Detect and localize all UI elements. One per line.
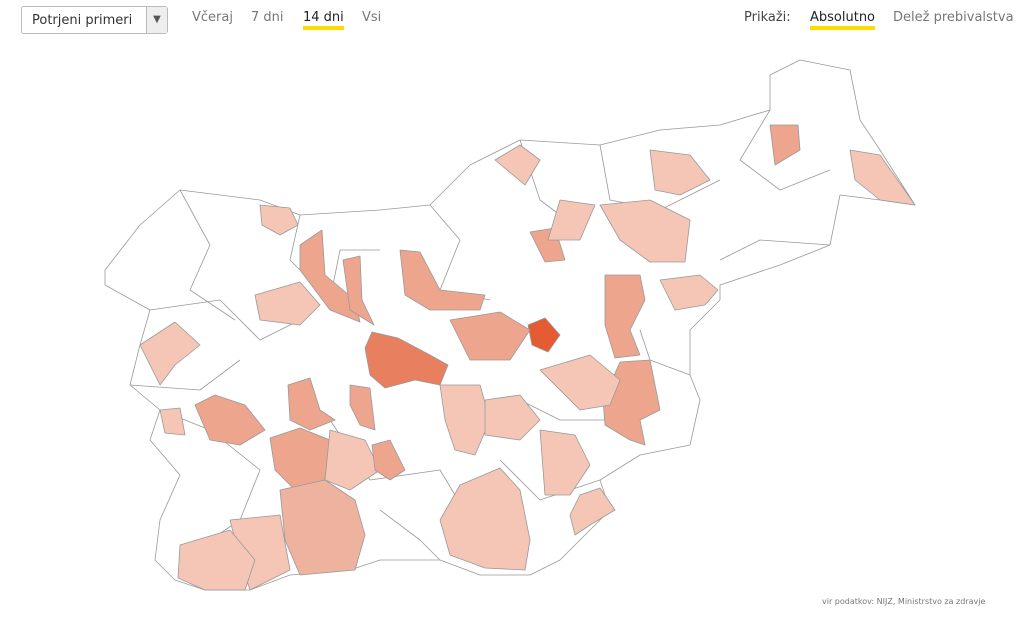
- municipality: [439, 467, 531, 571]
- municipality: [279, 479, 366, 576]
- municipality: [364, 331, 449, 389]
- municipality: [342, 255, 375, 326]
- municipality: [159, 407, 186, 436]
- period-option[interactable]: 7 dni: [251, 10, 284, 25]
- source-note: vir podatkov: NIJZ, Ministrstvo za zdrav…: [822, 597, 986, 606]
- show-label: Prikaži:: [744, 10, 791, 25]
- municipality: [371, 439, 406, 481]
- municipality: [659, 274, 719, 311]
- select-text: Potrjeni primeri: [32, 13, 133, 28]
- municipality: [849, 149, 916, 206]
- municipality: [439, 384, 491, 456]
- municipality: [494, 144, 541, 186]
- municipality: [139, 321, 201, 386]
- municipality: [259, 204, 299, 236]
- select-arrow: ▼: [146, 7, 167, 33]
- municipality: [449, 311, 531, 361]
- municipality: [527, 317, 561, 353]
- municipality: [649, 149, 711, 196]
- period-option[interactable]: 14 dni: [303, 10, 344, 30]
- municipality: [349, 384, 376, 431]
- municipality: [484, 394, 541, 441]
- municipality: [194, 394, 266, 446]
- municipality: [547, 199, 596, 241]
- municipality: [599, 199, 691, 263]
- municipality: [604, 274, 646, 359]
- municipality: [539, 429, 591, 496]
- municipality: [177, 529, 256, 591]
- metric-select[interactable]: Potrjeni primeri ▼: [21, 6, 168, 34]
- municipality: [569, 487, 616, 536]
- municipality: [539, 354, 621, 411]
- show-option[interactable]: Absolutno: [810, 10, 876, 30]
- municipalities: [139, 124, 916, 591]
- municipality: [287, 377, 336, 431]
- municipality: [399, 249, 486, 311]
- period-option[interactable]: Vsi: [362, 10, 382, 25]
- municipality: [254, 281, 321, 326]
- municipality: [769, 124, 801, 166]
- show-option[interactable]: Delež prebivalstva: [893, 10, 1014, 25]
- period-option[interactable]: Včeraj: [192, 10, 233, 25]
- municipality: [324, 429, 381, 491]
